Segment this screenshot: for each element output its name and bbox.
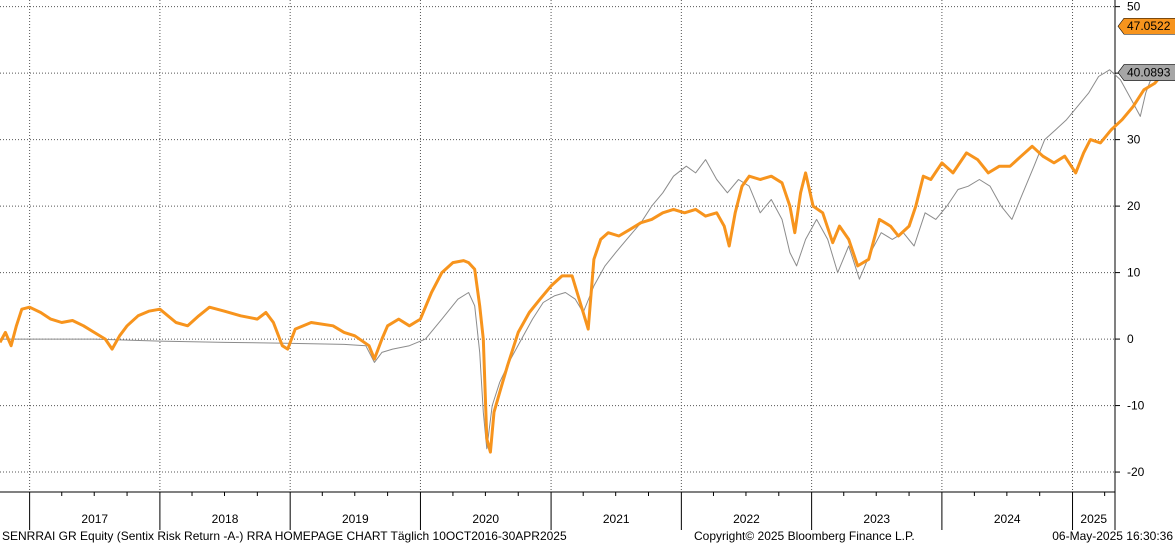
x-year-label: 2022: [733, 512, 760, 526]
x-year-label: 2021: [603, 512, 630, 526]
y-tick-label: -10: [1127, 399, 1145, 413]
series-line-primary: [0, 68, 1171, 454]
x-year-label: 2025: [1080, 512, 1107, 526]
x-year-label: 2020: [472, 512, 499, 526]
last-value-tag: [1117, 64, 1175, 81]
x-year-label: 2017: [81, 512, 108, 526]
x-year-label: 2023: [863, 512, 890, 526]
last-value-label: 47.0522: [1127, 19, 1171, 33]
last-value-label: 40.0893: [1127, 66, 1171, 80]
y-axis: 50403020100-10-20: [1114, 0, 1145, 530]
y-tick-label: -20: [1127, 465, 1145, 479]
last-value-tag: [1117, 17, 1175, 35]
line-chart: 2017 2018 2019 2020 2021 2022 2023 2024 2025 50 4…: [0, 0, 1175, 530]
footer-timestamp: 06-May-2025 16:30:36: [1052, 529, 1173, 543]
y-tick-label: 10: [1127, 266, 1141, 280]
x-year-label: 2019: [342, 512, 369, 526]
chart-grid: [0, 0, 1115, 492]
x-axis: 2017 2018 2019 2020 2021 2022 2023 2024 2025: [0, 491, 1115, 530]
y-tick-label: 30: [1127, 133, 1141, 147]
x-year-label: 2024: [994, 512, 1021, 526]
footer-security-description: SENRRAI GR Equity (Sentix Risk Return -A…: [2, 529, 567, 543]
last-value-tags: 47.0522 40.0893: [1117, 17, 1175, 81]
x-year-label: 2018: [212, 512, 239, 526]
y-tick-label: 50: [1127, 0, 1141, 14]
y-tick-label: 20: [1127, 199, 1141, 213]
chart-footer: SENRRAI GR Equity (Sentix Risk Return -A…: [0, 529, 1175, 544]
series-lines: [0, 68, 1171, 454]
footer-copyright: Copyright© 2025 Bloomberg Finance L.P.: [694, 529, 915, 543]
y-tick-label: 0: [1127, 332, 1134, 346]
series-line-secondary: [0, 69, 1171, 450]
